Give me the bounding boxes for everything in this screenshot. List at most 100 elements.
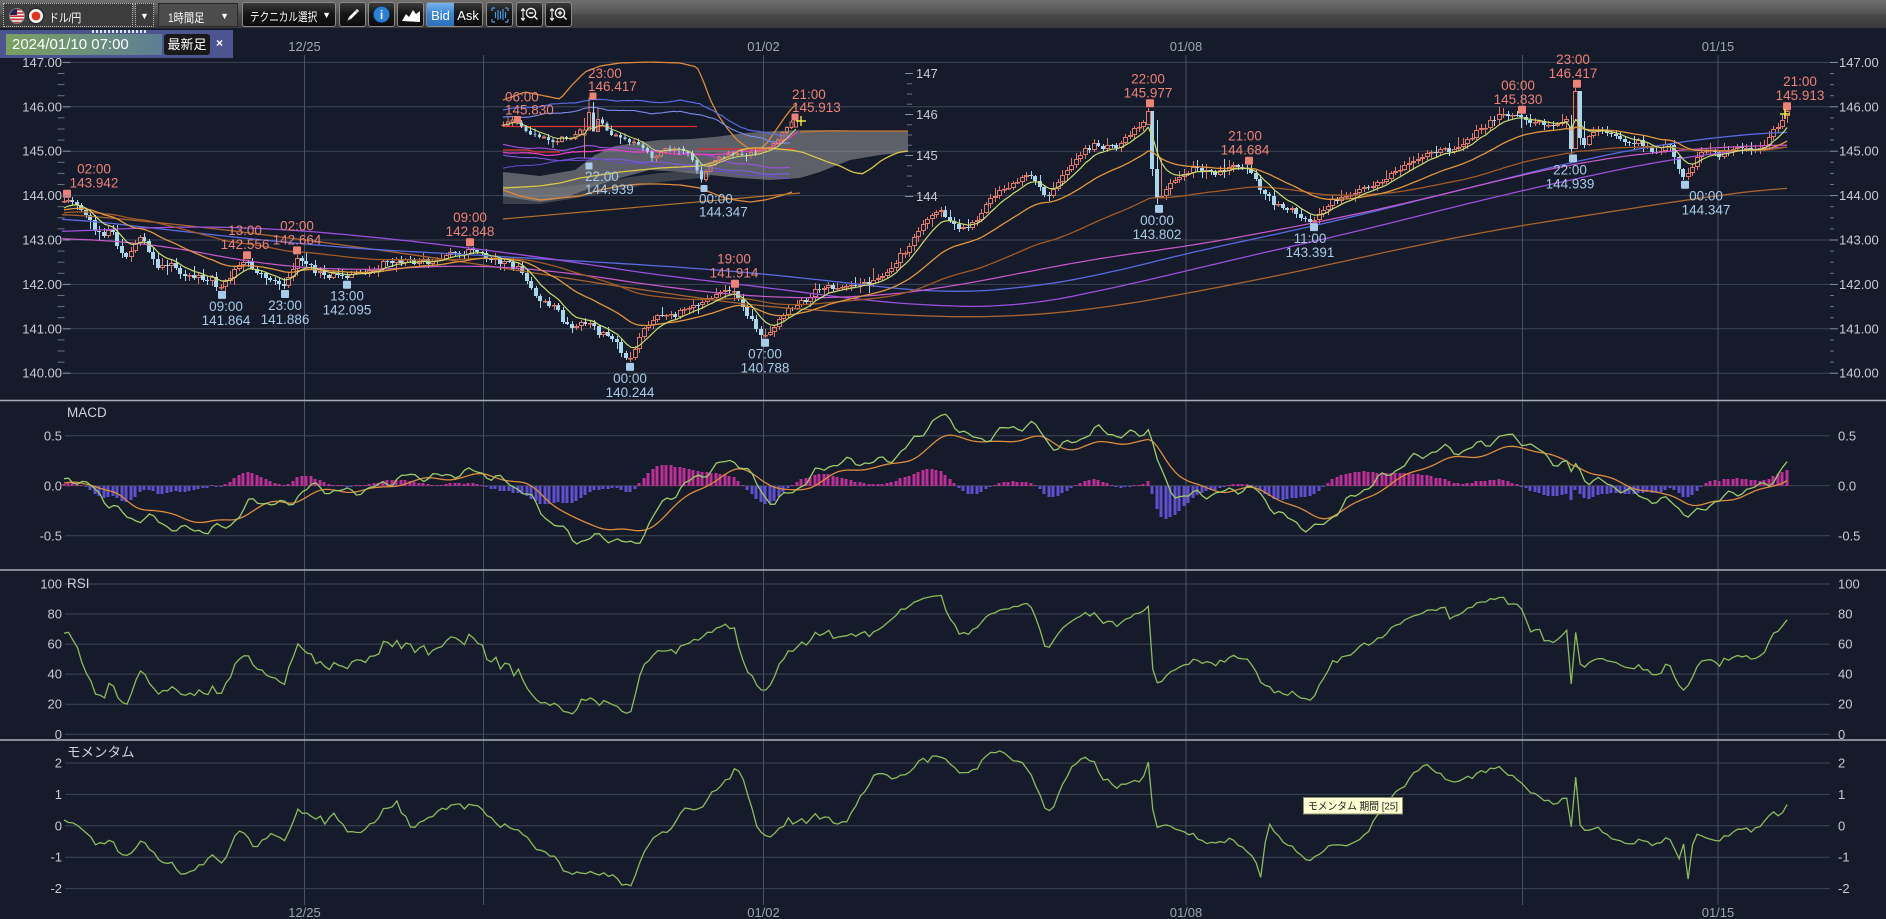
svg-text:144.00: 144.00 xyxy=(22,188,62,203)
svg-text:01/02: 01/02 xyxy=(747,905,780,919)
svg-text:01/08: 01/08 xyxy=(1170,39,1203,54)
svg-text:-0.5: -0.5 xyxy=(40,528,62,543)
svg-text:MACD: MACD xyxy=(67,405,107,420)
svg-text:12/25: 12/25 xyxy=(288,39,321,54)
svg-text:0.5: 0.5 xyxy=(1838,428,1856,443)
svg-text:142.556: 142.556 xyxy=(221,237,270,252)
svg-text:146.417: 146.417 xyxy=(1549,66,1598,81)
svg-text:13:00: 13:00 xyxy=(330,289,364,304)
svg-text:60: 60 xyxy=(1838,637,1852,652)
svg-text:22:00: 22:00 xyxy=(585,169,619,184)
svg-text:144.939: 144.939 xyxy=(1546,176,1595,191)
svg-text:20: 20 xyxy=(1838,697,1852,712)
svg-text:06:00: 06:00 xyxy=(505,90,539,105)
svg-text:141.864: 141.864 xyxy=(202,313,251,328)
svg-text:01/15: 01/15 xyxy=(1702,905,1735,919)
svg-text:145.977: 145.977 xyxy=(1124,85,1173,100)
svg-text:-1: -1 xyxy=(50,850,62,865)
svg-text:07:00: 07:00 xyxy=(748,347,782,362)
svg-text:144.939: 144.939 xyxy=(585,182,634,197)
svg-text:142.095: 142.095 xyxy=(323,303,372,318)
svg-text:2: 2 xyxy=(1838,756,1845,771)
svg-text:01/15: 01/15 xyxy=(1702,39,1735,54)
svg-text:22:00: 22:00 xyxy=(1553,162,1587,177)
svg-text:02:00: 02:00 xyxy=(77,162,111,177)
svg-text:142.00: 142.00 xyxy=(1839,277,1879,292)
svg-text:11:00: 11:00 xyxy=(1294,231,1327,246)
svg-text:144.347: 144.347 xyxy=(699,205,748,220)
svg-text:モメンタム 期間 [25]: モメンタム 期間 [25] xyxy=(1308,801,1398,813)
svg-text:147.00: 147.00 xyxy=(1839,55,1879,70)
svg-text:-2: -2 xyxy=(50,881,62,896)
svg-text:143.00: 143.00 xyxy=(22,233,62,248)
svg-text:09:00: 09:00 xyxy=(453,210,487,225)
svg-text:40: 40 xyxy=(1838,667,1852,682)
svg-text:140.788: 140.788 xyxy=(741,361,790,376)
svg-text:20: 20 xyxy=(48,697,62,712)
svg-text:140.00: 140.00 xyxy=(22,366,62,381)
svg-text:19:00: 19:00 xyxy=(717,252,751,267)
svg-text:06:00: 06:00 xyxy=(1501,78,1535,93)
svg-text:145.913: 145.913 xyxy=(792,100,841,115)
svg-text:145.00: 145.00 xyxy=(22,144,62,159)
svg-text:145.00: 145.00 xyxy=(1839,144,1879,159)
svg-text:80: 80 xyxy=(1838,607,1852,622)
svg-text:146.417: 146.417 xyxy=(588,79,637,94)
svg-text:22:00: 22:00 xyxy=(1131,71,1165,86)
svg-text:142.848: 142.848 xyxy=(446,224,495,239)
svg-text:0.5: 0.5 xyxy=(44,428,62,443)
svg-text:141.914: 141.914 xyxy=(710,266,759,281)
svg-text:145.830: 145.830 xyxy=(505,103,554,118)
svg-text:21:00: 21:00 xyxy=(792,87,826,102)
svg-text:2: 2 xyxy=(55,756,62,771)
svg-text:1: 1 xyxy=(1838,787,1845,802)
svg-text:145: 145 xyxy=(916,148,938,163)
svg-text:100: 100 xyxy=(40,577,62,592)
svg-text:80: 80 xyxy=(48,607,62,622)
svg-text:0.0: 0.0 xyxy=(44,478,62,493)
svg-text:144: 144 xyxy=(916,189,938,204)
svg-text:モメンタム: モメンタム xyxy=(67,745,135,760)
svg-text:143.942: 143.942 xyxy=(70,176,119,191)
svg-text:141.00: 141.00 xyxy=(22,321,62,336)
svg-text:0: 0 xyxy=(55,818,62,833)
svg-text:60: 60 xyxy=(48,637,62,652)
svg-text:02:00: 02:00 xyxy=(280,218,314,233)
svg-text:00:00: 00:00 xyxy=(1689,189,1723,204)
svg-text:100: 100 xyxy=(1838,577,1860,592)
svg-text:144.347: 144.347 xyxy=(1682,203,1731,218)
svg-text:143.802: 143.802 xyxy=(1133,227,1182,242)
svg-text:00:00: 00:00 xyxy=(613,371,647,386)
svg-text:00:00: 00:00 xyxy=(1140,213,1174,228)
svg-text:i: i xyxy=(380,8,383,22)
svg-text:140.244: 140.244 xyxy=(606,385,655,400)
svg-text:147: 147 xyxy=(916,66,938,81)
svg-text:-0.5: -0.5 xyxy=(1838,528,1860,543)
svg-text:144.684: 144.684 xyxy=(1221,143,1270,158)
svg-text:21:00: 21:00 xyxy=(1228,129,1262,144)
svg-text:146.00: 146.00 xyxy=(1839,99,1879,114)
svg-text:140.00: 140.00 xyxy=(1839,366,1879,381)
svg-text:40: 40 xyxy=(48,667,62,682)
svg-text:21:00: 21:00 xyxy=(1783,74,1817,89)
svg-text:145.913: 145.913 xyxy=(1776,88,1825,103)
svg-text:RSI: RSI xyxy=(67,576,90,591)
svg-text:143.391: 143.391 xyxy=(1286,245,1335,260)
svg-text:141.886: 141.886 xyxy=(261,312,310,327)
svg-text:146.00: 146.00 xyxy=(22,99,62,114)
svg-text:-2: -2 xyxy=(1838,881,1850,896)
svg-text:-1: -1 xyxy=(1838,850,1850,865)
svg-text:0: 0 xyxy=(55,727,62,742)
svg-text:13:00: 13:00 xyxy=(228,223,262,238)
svg-text:09:00: 09:00 xyxy=(209,299,243,314)
svg-text:147.00: 147.00 xyxy=(22,55,62,70)
svg-text:01/02: 01/02 xyxy=(747,39,780,54)
svg-text:00:00: 00:00 xyxy=(699,192,733,207)
svg-text:23:00: 23:00 xyxy=(588,66,622,81)
svg-text:12/25: 12/25 xyxy=(288,905,321,919)
svg-text:141.00: 141.00 xyxy=(1839,321,1879,336)
svg-text:23:00: 23:00 xyxy=(268,298,302,313)
svg-text:0: 0 xyxy=(1838,727,1845,742)
svg-text:142.664: 142.664 xyxy=(273,232,322,247)
svg-text:146: 146 xyxy=(916,107,938,122)
